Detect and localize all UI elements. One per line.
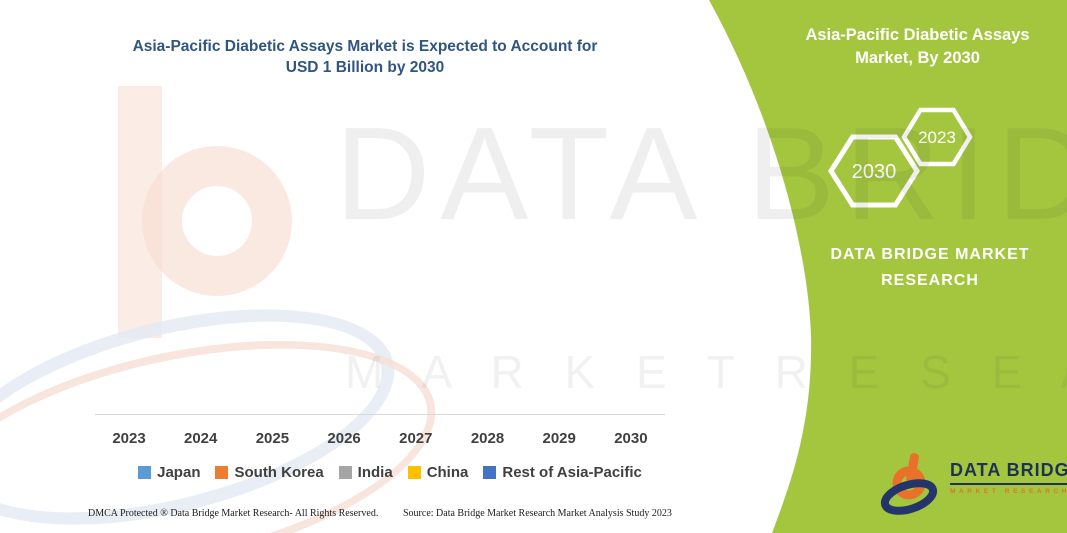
legend-swatch-icon: [338, 466, 352, 479]
hexagon-group: [828, 107, 973, 208]
x-axis-label-2027: 2027: [399, 430, 433, 447]
legend-item-china: China: [407, 464, 469, 481]
x-axis-label-2030: 2030: [614, 430, 648, 447]
logo-sub-text: MARKET RESEARCH: [950, 488, 1067, 495]
legend-label: China: [426, 464, 469, 481]
x-axis-label-2024: 2024: [184, 430, 218, 447]
hexagon-2030: [828, 134, 920, 208]
x-axis-label-2028: 2028: [470, 430, 505, 447]
hexagon-2023: [901, 107, 973, 167]
side-panel-title-line2: Market, By 2030: [855, 49, 980, 67]
watermark-text-marketresearch: M A R K E T R E S E A R C H: [345, 346, 1067, 398]
side-panel-brand-line1: DATA BRIDGE MARKET: [830, 246, 1030, 263]
side-panel-title-line1: Asia-Pacific Diabetic Assays: [805, 26, 1030, 44]
side-panel-title: Asia-Pacific Diabetic Assays Market, By …: [790, 24, 1045, 70]
hexagon-2030-label: 2030: [852, 161, 897, 183]
side-panel-brand-line2: RESEARCH: [881, 272, 979, 289]
side-panel-brand-text: DATA BRIDGE MARKET RESEARCH: [800, 242, 1060, 294]
logo-d-swoosh: [880, 479, 938, 515]
legend-swatch-icon: [138, 466, 152, 479]
legend-swatch-icon: [215, 466, 229, 479]
legend-item-japan: Japan: [138, 464, 200, 481]
legend-label: India: [357, 464, 393, 481]
legend-label: Japan: [157, 464, 201, 481]
legend-label: Rest of Asia-Pacific: [502, 464, 642, 481]
legend-item-india: India: [338, 464, 393, 481]
green-panel-shape: [709, 0, 1067, 533]
legend-label: South Korea: [234, 464, 324, 481]
legend-item-south-korea: South Korea: [215, 464, 324, 481]
x-axis-line: [95, 414, 665, 415]
logo-name-text: DATA BRIDGE: [950, 460, 1067, 485]
legend-swatch-icon: [483, 466, 497, 479]
x-axis-label-2025: 2025: [255, 430, 290, 447]
x-axis-label-2029: 2029: [542, 430, 576, 447]
x-axis-label-2023: 2023: [112, 430, 146, 447]
x-axis-label-2026: 2026: [327, 430, 361, 447]
legend-item-rest-of-asia-pacific: Rest of Asia-Pacific: [483, 464, 642, 481]
chart-legend: Japan South Korea India China Rest of Asia-P…: [90, 464, 690, 481]
chart-title-line2: USD 1 Billion by 2030: [285, 59, 445, 76]
data-bridge-logo-icon: [880, 453, 938, 515]
data-bridge-logo: DATA BRIDGE MARKET RESEARCH: [878, 452, 1067, 518]
chart-title: Asia-Pacific Diabetic Assays Market is E…: [60, 36, 670, 78]
logo-text-block: DATA BRIDGE MARKET RESEARCH: [950, 460, 1067, 495]
legend-swatch-icon: [407, 466, 421, 479]
footer-source: Source: Data Bridge Market Research Mark…: [403, 508, 672, 519]
chart-title-line1: Asia-Pacific Diabetic Assays Market is E…: [132, 38, 598, 55]
footer-dmca: DMCA Protected ® Data Bridge Market Rese…: [88, 508, 379, 519]
hexagon-2023-label: 2023: [918, 128, 956, 147]
watermark-text-databridge: DATA BRIDGE: [335, 100, 1067, 247]
